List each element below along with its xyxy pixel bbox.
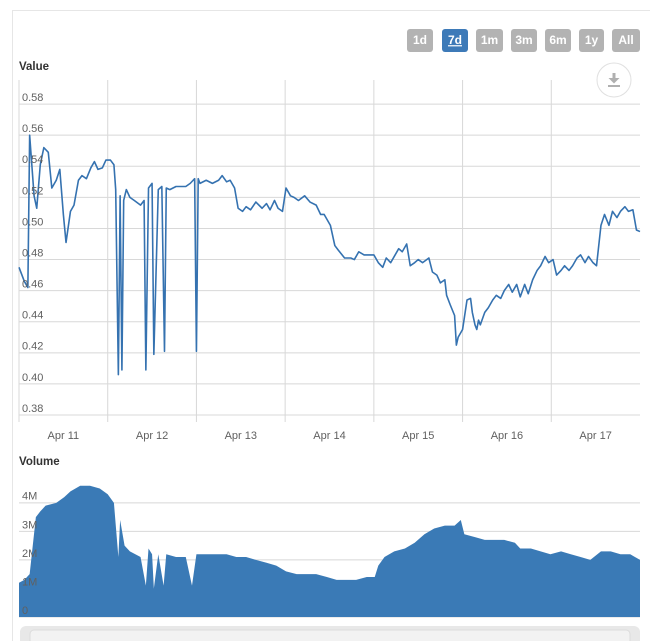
x-tick-label: Apr 12 [136,430,168,442]
x-tick-label: Apr 14 [313,430,345,442]
download-icon [608,85,620,87]
y-tick-label: 0.38 [22,403,43,415]
range-button-bg[interactable] [612,29,640,52]
text-layer: Value 0.38 0.40 0.42 0.44 0.46 0.48 0.50 0.52 0.5… [19,61,612,617]
y-tick-label: 3M [22,519,37,531]
range-button-bg[interactable] [442,29,468,52]
range-button[interactable]: 6m [545,29,571,52]
x-tick-label: Apr 17 [579,430,611,442]
y-tick-label: 0 [22,605,28,617]
volume-area [19,485,640,617]
range-button-label[interactable]: 1y [585,33,599,47]
y-tick-label: 0.46 [22,279,43,291]
range-button-bg[interactable] [579,29,604,52]
range-button-label[interactable]: All [618,33,633,47]
y-tick-label: 0.52 [22,185,43,197]
x-tick-label: Apr 11 [48,430,80,442]
x-tick-label: Apr 13 [225,430,257,442]
range-button-bg[interactable] [511,29,537,52]
chart-title: Value [19,61,49,73]
plot-area [19,80,640,422]
ui-layer: 1d 7d 1m 3m 6m 1y All [407,29,640,52]
range-button-label[interactable]: 1d [413,33,427,47]
range-button[interactable]: All [612,29,640,52]
price-line [18,134,641,376]
range-button-bg[interactable] [545,29,571,52]
y-tick-label: 2M [22,548,37,560]
data-layer [18,134,641,617]
y-tick-label: 0.54 [22,154,43,166]
download-button[interactable] [596,62,632,98]
chart-title: Volume [19,456,60,468]
range-button[interactable]: 7d [442,29,468,52]
download-icon [612,73,616,79]
x-tick-label: Apr 16 [491,430,523,442]
range-button[interactable]: 1y [579,29,604,52]
range-button-bg[interactable] [476,29,503,52]
range-button-label[interactable]: 3m [515,33,532,47]
y-tick-label: 1M [22,576,37,588]
range-button[interactable]: 1d [407,29,433,52]
y-tick-label: 0.40 [22,372,43,384]
y-tick-label: 4M [22,491,37,503]
scrollbar-thumb[interactable] [29,629,631,641]
download-icon [608,78,620,84]
x-tick-label: Apr 15 [402,430,434,442]
range-button-label[interactable]: 7d [448,33,462,47]
range-button[interactable]: 3m [511,29,537,52]
y-tick-label: 0.48 [22,247,43,259]
navigator-scrollbar[interactable] [20,626,640,641]
y-tick-label: 0.56 [22,123,43,135]
range-button-label[interactable]: 6m [549,33,566,47]
y-tick-label: 0.42 [22,341,43,353]
range-button-label[interactable]: 1m [481,33,498,47]
range-button[interactable]: 1m [476,29,503,52]
y-tick-label: 0.50 [22,216,43,228]
range-button-bg[interactable] [407,29,433,52]
y-tick-label: 0.58 [22,92,43,104]
y-tick-label: 0.44 [22,310,43,322]
